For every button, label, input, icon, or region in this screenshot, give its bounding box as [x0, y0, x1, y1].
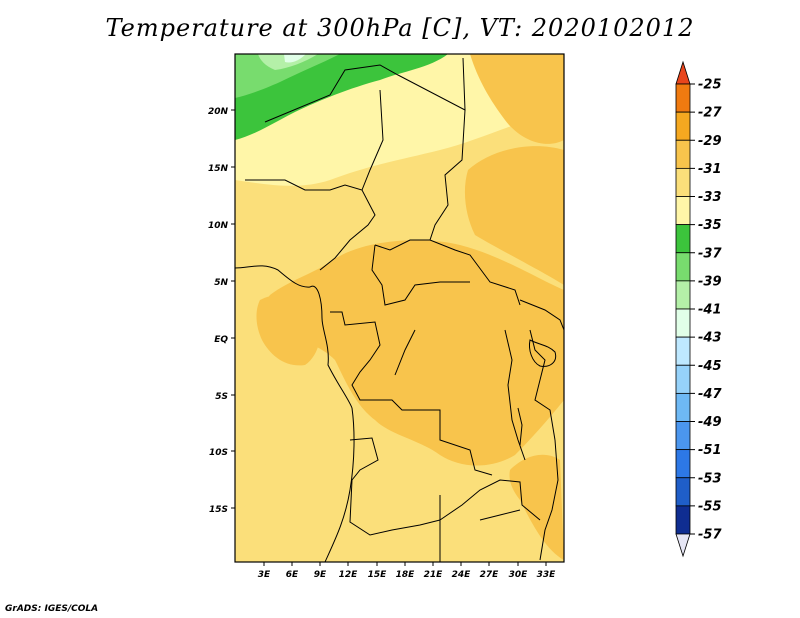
- lon-label: 6E: [286, 570, 299, 580]
- lon-label: 21E: [424, 570, 444, 580]
- colorbar-label: -47: [698, 387, 722, 402]
- colorbar-label: -29: [698, 134, 722, 149]
- colorbar-swatch: [675, 449, 691, 479]
- temperature-field: [235, 54, 564, 562]
- lon-label: 3E: [258, 570, 271, 580]
- colorbar-label: -37: [698, 246, 722, 261]
- colorbar-arrow-bottom: [675, 533, 691, 558]
- colorbar-label: -27: [698, 106, 722, 121]
- lon-label: 27E: [480, 570, 500, 580]
- lat-label: 10N: [208, 221, 229, 231]
- lon-label: 18E: [396, 570, 416, 580]
- lat-label: 10S: [209, 448, 228, 458]
- lon-label: 30E: [509, 570, 529, 580]
- lat-label: 15S: [209, 505, 228, 515]
- colorbar-swatch: [675, 392, 691, 422]
- colorbar-swatch: [675, 252, 691, 282]
- colorbar-swatch: [675, 336, 691, 366]
- colorbar-label: -53: [698, 471, 722, 486]
- colorbar: -25 -27 -29 -31 -33 -35 -37 -39 -41 -43 -45 -47 -49 -…: [675, 60, 722, 558]
- colorbar-label: -43: [698, 331, 722, 346]
- longitude-axis: 3E 6E 9E 12E 15E 18E 21E 24E 27E 30E 33E: [258, 562, 556, 580]
- colorbar-swatch: [675, 224, 691, 254]
- colorbar-label: -49: [698, 415, 722, 430]
- colorbar-label: -25: [698, 78, 722, 93]
- lon-label: 15E: [368, 570, 388, 580]
- lat-label: EQ: [214, 335, 228, 345]
- colorbar-swatch: [675, 139, 691, 169]
- colorbar-swatch: [675, 477, 691, 507]
- lon-label: 24E: [452, 570, 472, 580]
- colorbar-label: -39: [698, 274, 722, 289]
- colorbar-swatch: [675, 421, 691, 451]
- lon-label: 33E: [537, 570, 557, 580]
- country-borders: [235, 57, 564, 562]
- colorbar-arrow-top: [675, 60, 691, 85]
- colorbar-swatch: [675, 308, 691, 338]
- colorbar-swatch: [675, 196, 691, 226]
- colorbar-swatch: [675, 167, 691, 197]
- colorbar-label: -33: [698, 190, 722, 205]
- lat-label: 5S: [215, 392, 228, 402]
- lat-label: 5N: [214, 278, 228, 288]
- colorbar-label: -51: [698, 443, 722, 458]
- colorbar-label: -41: [698, 303, 722, 318]
- colorbar-label: -31: [698, 162, 722, 177]
- colorbar-swatch: [675, 280, 691, 310]
- colorbar-label: -57: [698, 528, 722, 543]
- colorbar-label: -45: [698, 359, 722, 374]
- footer-credit: GrADS: IGES/COLA: [5, 604, 99, 614]
- colorbar-label: -35: [698, 218, 722, 233]
- map-frame: [234, 53, 565, 563]
- map-title: Temperature at 300hPa [C], VT: 202010201…: [105, 14, 695, 42]
- colorbar-swatch: [675, 111, 691, 141]
- lat-label: 20N: [208, 107, 229, 117]
- lon-label: 12E: [339, 570, 359, 580]
- lat-label: 15N: [208, 164, 229, 174]
- colorbar-label: -55: [698, 499, 722, 514]
- colorbar-swatch: [675, 505, 691, 535]
- latitude-axis: 20N 15N 10N 5N EQ 5S 10S 15S: [208, 107, 235, 515]
- lon-label: 9E: [314, 570, 327, 580]
- colorbar-swatch: [675, 83, 691, 113]
- colorbar-swatch: [675, 364, 691, 394]
